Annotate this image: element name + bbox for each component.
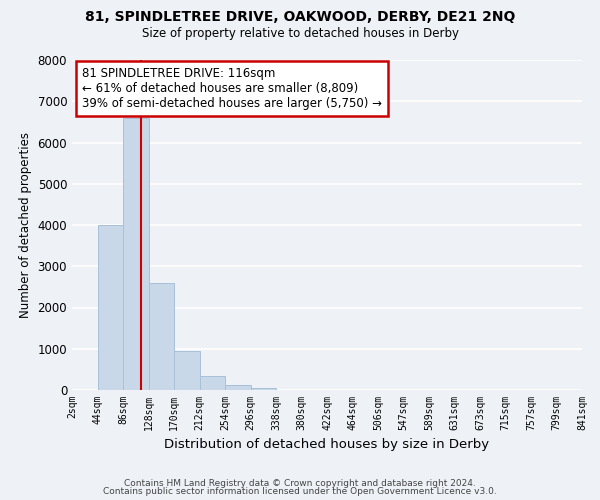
Bar xyxy=(123,118,149,390)
Text: Size of property relative to detached houses in Derby: Size of property relative to detached ho… xyxy=(142,28,458,40)
Y-axis label: Number of detached properties: Number of detached properties xyxy=(19,132,32,318)
Text: Contains public sector information licensed under the Open Government Licence v3: Contains public sector information licen… xyxy=(103,487,497,496)
Bar xyxy=(200,376,225,390)
Bar xyxy=(225,384,251,390)
Bar xyxy=(251,388,276,390)
X-axis label: Distribution of detached houses by size in Derby: Distribution of detached houses by size … xyxy=(164,438,490,452)
Text: 81, SPINDLETREE DRIVE, OAKWOOD, DERBY, DE21 2NQ: 81, SPINDLETREE DRIVE, OAKWOOD, DERBY, D… xyxy=(85,10,515,24)
Bar xyxy=(98,225,123,390)
Bar xyxy=(149,283,174,390)
Text: 81 SPINDLETREE DRIVE: 116sqm
← 61% of detached houses are smaller (8,809)
39% of: 81 SPINDLETREE DRIVE: 116sqm ← 61% of de… xyxy=(82,66,382,110)
Text: Contains HM Land Registry data © Crown copyright and database right 2024.: Contains HM Land Registry data © Crown c… xyxy=(124,478,476,488)
Bar xyxy=(174,351,200,390)
